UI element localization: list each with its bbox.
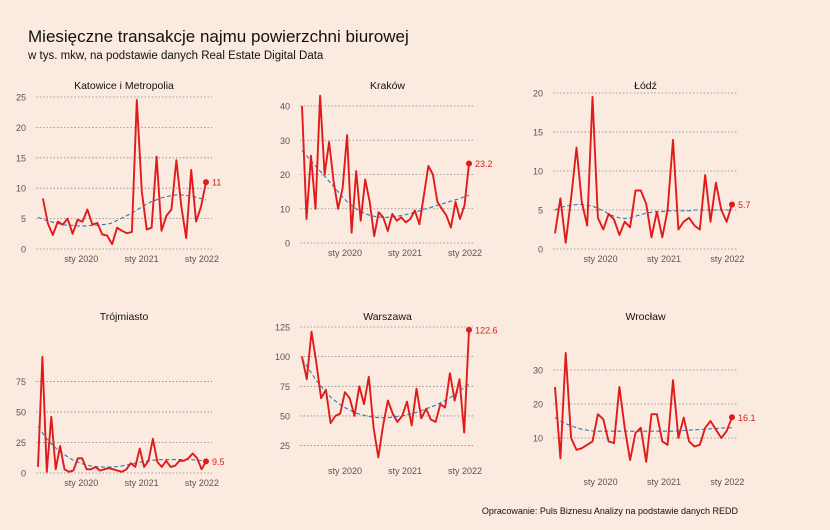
last-value-label: 122.6 bbox=[475, 325, 498, 335]
last-point bbox=[466, 326, 472, 333]
last-point bbox=[466, 160, 472, 167]
y-tick-label: 25 bbox=[280, 441, 290, 451]
y-tick-label: 125 bbox=[275, 323, 290, 333]
panel-3: Łódź 0 5 10 15 20 sty 2020 sty 2021 sty 2022 5.7 bbox=[533, 80, 751, 264]
x-tick-label: sty 2020 bbox=[328, 248, 362, 258]
x-tick-label: sty 2020 bbox=[64, 478, 98, 488]
x-tick-label: sty 2020 bbox=[584, 254, 618, 264]
panel-6: Wrocław 10 20 30 sty 2020 sty 2021 sty 2022 16.… bbox=[533, 311, 756, 487]
source-caption: Opracowanie: Puls Biznesu Analizy na pod… bbox=[481, 506, 738, 516]
last-value-label: 16.1 bbox=[738, 413, 756, 423]
panel-title: Warszawa bbox=[363, 311, 412, 323]
trend-line bbox=[37, 426, 207, 468]
y-tick-label: 10 bbox=[280, 204, 290, 214]
last-point bbox=[203, 458, 209, 465]
panel-title: Trójmiasto bbox=[100, 311, 149, 323]
y-tick-label: 20 bbox=[533, 89, 543, 99]
y-tick-label: 100 bbox=[275, 352, 290, 362]
chart-title: Miesięczne transakcje najmu powierzchni … bbox=[28, 27, 409, 46]
series-line bbox=[41, 99, 207, 246]
x-tick-label: sty 2020 bbox=[328, 466, 362, 476]
series-line bbox=[554, 95, 733, 244]
series-line bbox=[37, 356, 207, 473]
x-tick-label: sty 2022 bbox=[185, 254, 219, 264]
y-tick-label: 25 bbox=[16, 93, 26, 103]
x-tick-label: sty 2021 bbox=[125, 254, 159, 264]
x-tick-label: sty 2020 bbox=[64, 254, 98, 264]
panel-4: Trójmiasto 0 25 50 75 sty 2020 sty 2021 sty 202… bbox=[16, 311, 225, 488]
panel-title: Wrocław bbox=[625, 311, 665, 323]
y-tick-label: 20 bbox=[280, 170, 290, 180]
y-tick-label: 0 bbox=[21, 245, 26, 255]
y-tick-label: 0 bbox=[538, 245, 543, 255]
y-tick-label: 15 bbox=[16, 153, 26, 163]
trend-line bbox=[301, 150, 470, 218]
x-tick-label: sty 2020 bbox=[584, 477, 618, 487]
y-tick-label: 50 bbox=[16, 407, 26, 417]
y-tick-label: 10 bbox=[16, 184, 26, 194]
series-line bbox=[554, 352, 733, 463]
chart-subtitle: w tys. mkw, na podstawie danych Real Est… bbox=[28, 50, 324, 62]
last-point bbox=[729, 414, 735, 421]
series-line bbox=[301, 94, 470, 238]
trend-line bbox=[554, 203, 732, 220]
last-value-label: 11 bbox=[212, 178, 221, 188]
trend-line bbox=[37, 194, 207, 227]
x-tick-label: sty 2021 bbox=[125, 478, 159, 488]
panel-title: Kraków bbox=[370, 80, 405, 92]
trend-line bbox=[554, 417, 732, 432]
last-point bbox=[203, 179, 209, 186]
panel-1: Katowice i Metropolia 0 5 10 15 20 25 sty 2020 s… bbox=[16, 80, 221, 264]
x-tick-label: sty 2021 bbox=[388, 466, 422, 476]
last-value-label: 5.7 bbox=[738, 200, 751, 210]
x-tick-label: sty 2021 bbox=[647, 477, 681, 487]
y-tick-label: 15 bbox=[533, 128, 543, 138]
x-tick-label: sty 2021 bbox=[388, 248, 422, 258]
y-tick-label: 5 bbox=[21, 214, 26, 224]
x-tick-label: sty 2022 bbox=[185, 478, 219, 488]
y-tick-label: 50 bbox=[280, 411, 290, 421]
panel-5: Warszawa 25 50 75 100 125 sty 2020 sty 2021 sty … bbox=[275, 311, 498, 476]
y-tick-label: 5 bbox=[538, 206, 543, 216]
last-value-label: 9.5 bbox=[212, 457, 225, 467]
x-tick-label: sty 2022 bbox=[710, 254, 744, 264]
panel-2: Kraków 0 10 20 30 40 sty 2020 sty 2021 sty 2022 2… bbox=[280, 80, 493, 258]
x-tick-label: sty 2021 bbox=[647, 254, 681, 264]
x-tick-label: sty 2022 bbox=[710, 477, 744, 487]
y-tick-label: 75 bbox=[16, 377, 26, 387]
y-tick-label: 20 bbox=[533, 400, 543, 410]
x-tick-label: sty 2022 bbox=[448, 466, 482, 476]
panel-title: Łódź bbox=[634, 80, 657, 92]
y-tick-label: 0 bbox=[285, 239, 290, 249]
x-tick-label: sty 2022 bbox=[448, 248, 482, 258]
y-tick-label: 20 bbox=[16, 123, 26, 133]
y-tick-label: 10 bbox=[533, 434, 543, 444]
y-tick-label: 0 bbox=[21, 469, 26, 479]
y-tick-label: 10 bbox=[533, 167, 543, 177]
y-tick-label: 30 bbox=[533, 366, 543, 376]
y-tick-label: 25 bbox=[16, 438, 26, 448]
y-tick-label: 30 bbox=[280, 136, 290, 146]
last-point bbox=[729, 201, 735, 208]
last-value-label: 23.2 bbox=[475, 159, 493, 169]
series-line bbox=[301, 329, 470, 459]
y-tick-label: 75 bbox=[280, 382, 290, 392]
y-tick-label: 40 bbox=[280, 102, 290, 112]
panel-title: Katowice i Metropolia bbox=[74, 80, 174, 92]
